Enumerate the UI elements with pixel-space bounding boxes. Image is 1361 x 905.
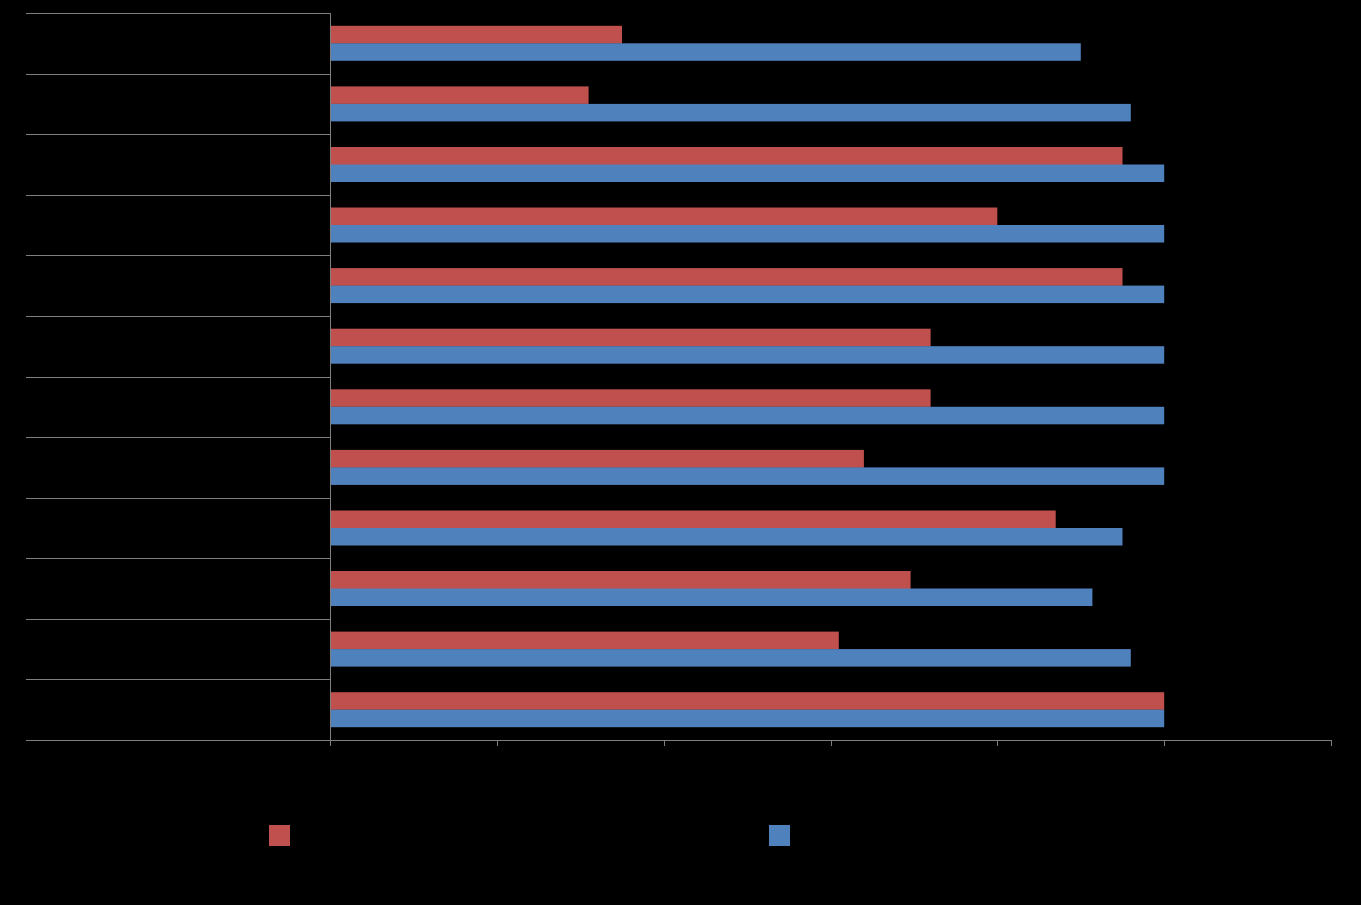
bar-series1-cat4 <box>331 207 998 225</box>
bar-series1-cat10 <box>331 571 911 589</box>
bar-series2-cat9 <box>331 528 1123 546</box>
bar-series2-cat2 <box>331 103 1131 122</box>
bar-series1-cat2 <box>331 86 589 104</box>
bar-series1-cat3 <box>331 147 1123 165</box>
bar-series1-cat11 <box>331 631 839 650</box>
bar-series1-cat9 <box>331 510 1056 528</box>
bar-series2-cat11 <box>331 649 1131 667</box>
bar-series2-cat5 <box>331 285 1165 304</box>
bar-series2-cat3 <box>331 164 1165 182</box>
bar-series1-cat8 <box>331 449 864 468</box>
legend-marker-series2 <box>769 825 790 846</box>
bar-series1-cat12 <box>331 692 1165 710</box>
bar-series2-cat10 <box>331 588 1093 606</box>
bar-series1-cat5 <box>331 268 1123 286</box>
bar-series2-cat6 <box>331 346 1165 364</box>
bar-series2-cat7 <box>331 406 1165 425</box>
bar-series2-cat4 <box>331 225 1165 243</box>
legend-marker-series1 <box>269 825 290 846</box>
bar-series1-cat7 <box>331 389 931 407</box>
bar-series1-cat6 <box>331 328 931 347</box>
bar-series2-cat12 <box>331 709 1165 728</box>
bar-series2-cat1 <box>331 43 1081 61</box>
bar-series2-cat8 <box>331 467 1165 485</box>
bar-series1-cat1 <box>331 25 622 44</box>
